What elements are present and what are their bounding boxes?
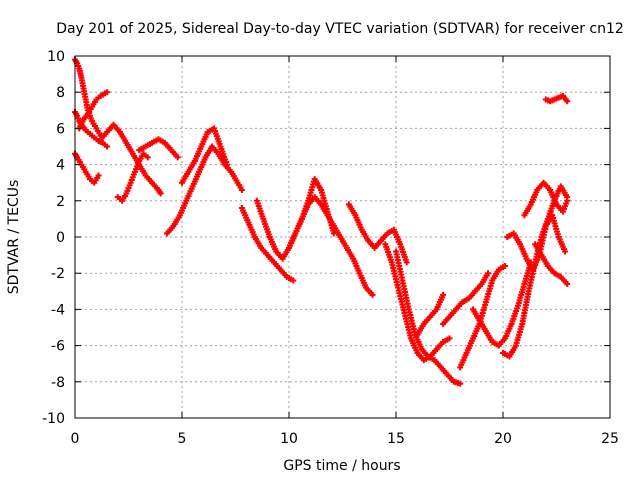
series-track-m bbox=[345, 201, 410, 266]
x-tick-label: 20 bbox=[494, 431, 512, 447]
y-tick-label: -8 bbox=[51, 375, 65, 391]
data-point bbox=[223, 161, 230, 168]
series-track-w bbox=[532, 241, 571, 288]
x-tick-label: 5 bbox=[178, 431, 187, 447]
x-tick-label: 15 bbox=[387, 431, 405, 447]
series-track-g bbox=[136, 136, 181, 161]
series-track-v bbox=[521, 179, 571, 219]
y-tick-label: -4 bbox=[51, 302, 65, 318]
y-tick-label: 10 bbox=[47, 49, 65, 65]
series-track-l bbox=[286, 194, 376, 298]
data-point bbox=[562, 248, 569, 255]
data-point bbox=[369, 291, 376, 298]
data-point bbox=[174, 154, 181, 161]
series-track-u bbox=[504, 212, 569, 273]
y-tick-label: -10 bbox=[42, 411, 65, 427]
data-point bbox=[564, 281, 571, 288]
y-tick-label: 4 bbox=[56, 158, 65, 174]
data-point bbox=[157, 190, 164, 197]
grid-lines bbox=[75, 56, 610, 418]
data-point bbox=[238, 186, 245, 193]
y-tick-label: 2 bbox=[56, 194, 65, 210]
series-track-x bbox=[542, 92, 571, 105]
chart-title: Day 201 of 2025, Sidereal Day-to-day VTE… bbox=[56, 21, 624, 37]
y-tick-label: 0 bbox=[56, 230, 65, 246]
series-track-p bbox=[414, 291, 447, 338]
x-tick-label: 25 bbox=[601, 431, 619, 447]
axis-ticks bbox=[74, 55, 611, 419]
data-points bbox=[72, 56, 571, 387]
data-point bbox=[95, 172, 102, 179]
y-tick-label: 8 bbox=[56, 85, 65, 101]
data-point bbox=[290, 277, 297, 284]
x-tick-label: 10 bbox=[280, 431, 298, 447]
data-point bbox=[440, 291, 447, 298]
data-point bbox=[564, 197, 571, 204]
series-track-j bbox=[238, 205, 297, 284]
series-track-i bbox=[179, 125, 230, 186]
data-point bbox=[457, 380, 464, 387]
data-point bbox=[144, 154, 151, 161]
series-track-c bbox=[72, 150, 102, 186]
data-point bbox=[502, 262, 509, 269]
series-track-k bbox=[253, 176, 337, 262]
series-track-e bbox=[97, 121, 164, 197]
y-axis-label: SDTVAR / TECUs bbox=[6, 180, 22, 295]
series-track-q bbox=[440, 270, 492, 327]
x-axis-label: GPS time / hours bbox=[283, 458, 400, 474]
data-point bbox=[403, 259, 410, 266]
data-point bbox=[104, 89, 111, 96]
y-tick-label: 6 bbox=[56, 121, 65, 137]
y-tick-label: -6 bbox=[51, 339, 65, 355]
y-tick-label: -2 bbox=[51, 266, 65, 282]
data-point bbox=[104, 143, 111, 150]
series-track-f bbox=[114, 150, 151, 204]
series-track-o bbox=[393, 248, 464, 387]
x-tick-label: 0 bbox=[71, 431, 80, 447]
series-track-h bbox=[164, 143, 245, 237]
data-point bbox=[446, 335, 453, 342]
data-point bbox=[564, 98, 571, 105]
axis-tick-labels: 0 5 10 15 20 25 -10 -8 -6 -4 -2 0 2 4 6 8 10 bbox=[42, 49, 619, 447]
data-point bbox=[485, 270, 492, 277]
